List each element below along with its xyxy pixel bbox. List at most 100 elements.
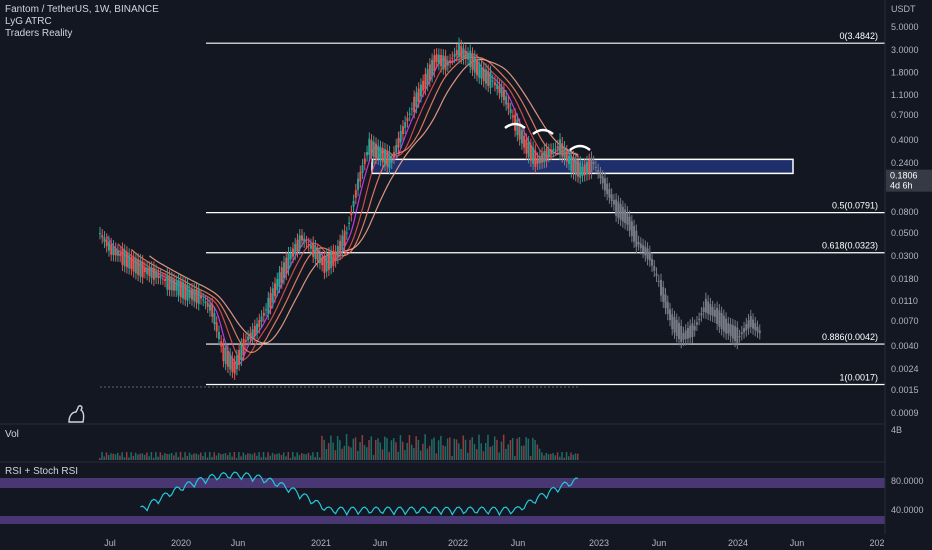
volume-bar [99, 458, 101, 460]
candle-body [502, 90, 505, 101]
candle-body [343, 230, 346, 247]
candle-body [693, 325, 696, 331]
candle-body [444, 56, 447, 71]
candle-body [597, 170, 600, 173]
volume-bar [130, 452, 132, 460]
candle-body [590, 157, 593, 173]
volume-bar [554, 455, 557, 460]
volume-bar [336, 436, 339, 460]
candle-body [644, 246, 647, 256]
volume-label[interactable]: Vol [5, 429, 19, 440]
candle-body [213, 313, 216, 325]
volume-bar [188, 452, 191, 460]
volume-bar [458, 443, 460, 460]
volume-bar [476, 449, 478, 460]
price-tick-label: 5.0000 [891, 22, 919, 32]
candle-body [348, 222, 351, 224]
volume-bar [574, 453, 577, 460]
volume-bar [529, 455, 532, 460]
candle-body [671, 314, 674, 330]
candle-body [372, 141, 375, 158]
volume-bar [363, 444, 366, 460]
candle-body [334, 251, 337, 262]
candle-body [621, 206, 624, 222]
candle-body [217, 331, 220, 340]
candle-body [525, 139, 528, 154]
indicator-traders-reality[interactable]: Traders Reality [5, 28, 73, 39]
candle-body [146, 267, 149, 275]
candle-body [155, 270, 158, 278]
candle-body [316, 249, 319, 262]
candle-body [664, 294, 667, 309]
candle-body [289, 253, 292, 260]
volume-bar [220, 454, 222, 460]
volume-bar [518, 437, 521, 460]
time-tick-label: Jun [511, 538, 526, 548]
candle-body [258, 319, 261, 328]
time-tick-label: 2023 [589, 538, 609, 548]
volume-bar [274, 454, 276, 460]
volume-bar [570, 452, 572, 460]
volume-bar [496, 439, 498, 460]
candle-body [642, 245, 645, 252]
volume-bar [334, 450, 337, 460]
rsi-label[interactable]: RSI + Stoch RSI [5, 466, 79, 477]
candle-body [323, 256, 326, 273]
volume-bar [141, 453, 144, 460]
volume-bar [471, 437, 474, 460]
candle-body [689, 325, 692, 338]
volume-bar [379, 442, 382, 460]
candle-body [157, 273, 160, 279]
candle-body [662, 287, 665, 302]
candle-body [686, 328, 689, 339]
candle-body [314, 246, 317, 260]
price-tick-label: 0.0300 [891, 251, 919, 261]
candle-body [143, 267, 146, 273]
volume-bar [388, 452, 390, 460]
volume-bar [482, 451, 485, 460]
symbol-title[interactable]: Fantom / TetherUS, 1W, BINANCE [5, 4, 159, 15]
candles [99, 37, 761, 380]
volume-bar [527, 438, 530, 460]
volume-bar [267, 452, 269, 460]
candle-body [446, 61, 449, 66]
volume-bar [417, 439, 420, 460]
volume-bar [307, 452, 310, 460]
candle-body [462, 48, 465, 59]
volume-bar [464, 439, 467, 460]
candle-body [379, 146, 382, 160]
volume-bar [372, 454, 375, 460]
candle-body [184, 283, 187, 300]
time-axis: Jul 2020 Jun 2021 Jun 2022 Jun 2023 Jun 2024 Jun 20… [104, 538, 884, 548]
candle-body [386, 150, 389, 167]
candle-body [224, 347, 227, 365]
candle-body [707, 301, 710, 314]
volume-bar [462, 435, 465, 460]
candle-body [137, 259, 140, 275]
volume-bar [489, 446, 491, 460]
volume-bar [354, 437, 357, 460]
candle-body [514, 114, 517, 131]
volume-bar [173, 455, 175, 460]
volume-bar [514, 455, 516, 460]
price-tick-label: 0.0040 [891, 341, 919, 351]
candle-body [401, 126, 404, 135]
volume-bar [473, 443, 476, 460]
volume-bar [467, 452, 469, 460]
candle-body [520, 130, 523, 144]
volume-bar [164, 453, 166, 460]
volume-bar [330, 435, 332, 460]
candle-body [606, 183, 609, 195]
volume-bar [155, 452, 157, 460]
volume-bar [217, 452, 220, 460]
lower-high-arc [569, 144, 591, 152]
indicator-lyg-atrc[interactable]: LyG ATRC [5, 16, 52, 27]
candle-body [588, 159, 591, 174]
candle-body [130, 256, 133, 270]
candle-body [410, 108, 413, 110]
time-tick-label: Jun [373, 538, 388, 548]
candle-body [197, 289, 200, 305]
candle-body [395, 145, 398, 153]
volume-bar [175, 452, 177, 460]
